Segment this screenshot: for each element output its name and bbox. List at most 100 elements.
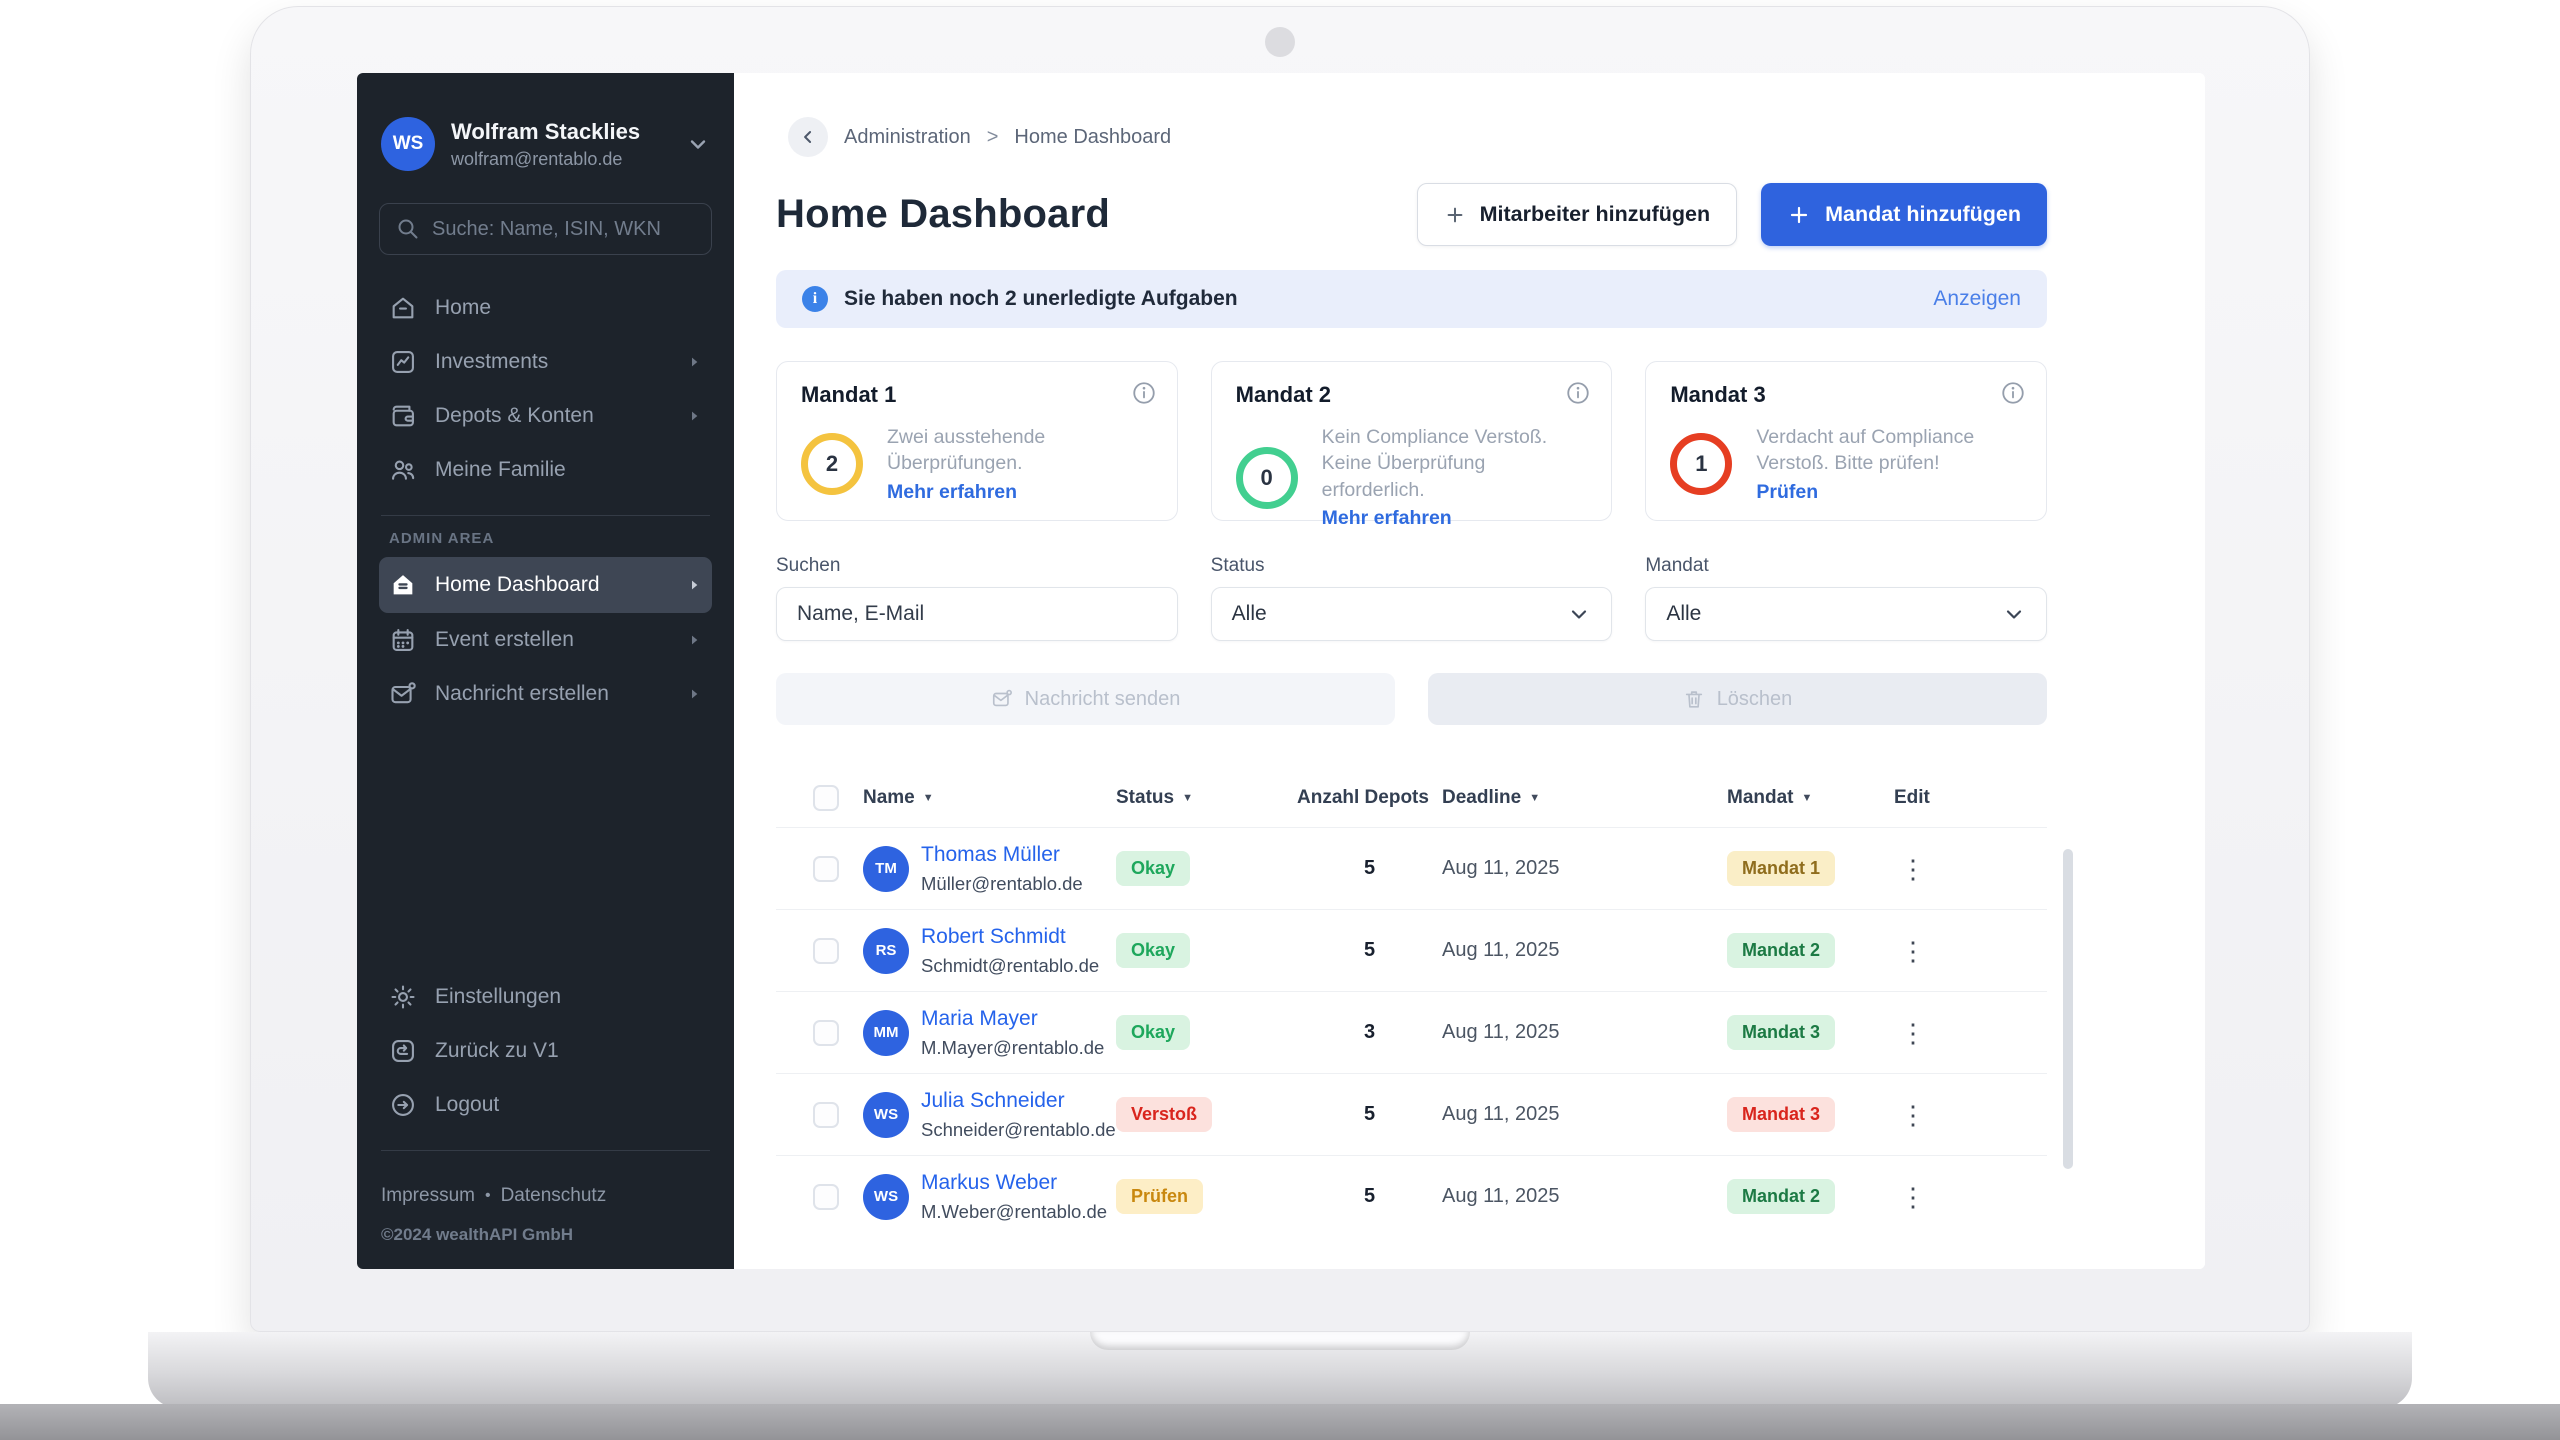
row-checkbox[interactable] <box>813 937 839 964</box>
sidebar-item-einstellungen[interactable]: Einstellungen <box>379 970 712 1024</box>
main-content: Administration > Home Dashboard Home Das… <box>734 73 2205 1269</box>
table-scrollbar[interactable] <box>2063 849 2073 1169</box>
sidebar-item-event-erstellen[interactable]: Event erstellen <box>379 613 712 667</box>
mandate-cards: Mandat 1 2 Zwei ausstehende Überprüfunge… <box>776 361 2048 529</box>
depots-count: 5 <box>1363 939 1376 961</box>
user-name-link[interactable]: Markus Weber <box>921 1170 1058 1194</box>
banner-show-link[interactable]: Anzeigen <box>1933 287 2021 310</box>
column-header-deadline[interactable]: Deadline ▼ <box>1442 787 1541 808</box>
name-cell: TM Thomas Müller Müller@rentablo.de <box>863 842 1116 895</box>
filter-label: Suchen <box>776 555 841 576</box>
delete-button[interactable]: Löschen <box>1428 673 2047 725</box>
count-ring: 0 <box>1235 446 1298 509</box>
user-search-input[interactable] <box>797 602 1157 626</box>
chevron-down-icon[interactable] <box>686 132 710 156</box>
undo-icon <box>389 1037 417 1065</box>
info-outline-icon[interactable] <box>1565 380 1591 406</box>
user-name-link[interactable]: Robert Schmidt <box>921 924 1066 948</box>
sidebar-footer-divider <box>381 1150 710 1151</box>
breadcrumb-item-administration[interactable]: Administration <box>844 125 971 148</box>
info-outline-icon[interactable] <box>1131 380 1157 406</box>
row-menu-icon[interactable]: ⋮ <box>1900 1181 1926 1212</box>
table-row: WS Julia Schneider Schneider@rentablo.de… <box>776 1073 2047 1155</box>
info-icon: i <box>802 286 828 312</box>
depots-count: 3 <box>1363 1021 1376 1043</box>
search-input[interactable] <box>432 217 695 241</box>
add-employee-button[interactable]: Mitarbeiter hinzufügen <box>1416 183 1738 246</box>
sidebar-item-label: Meine Familie <box>435 458 566 481</box>
row-menu-icon[interactable]: ⋮ <box>1900 1017 1926 1048</box>
sort-arrow-icon: ▼ <box>1529 792 1541 804</box>
info-outline-icon[interactable] <box>2000 380 2026 406</box>
row-checkbox[interactable] <box>813 1019 839 1046</box>
user-menu[interactable]: WS Wolfram Stacklies wolfram@rentablo.de <box>379 117 712 171</box>
app-screen: WS Wolfram Stacklies wolfram@rentablo.de <box>357 73 2205 1269</box>
back-button[interactable] <box>788 117 828 157</box>
select-all-checkbox[interactable] <box>813 785 839 811</box>
card-link[interactable]: Mehr erfahren <box>887 480 1018 503</box>
sidebar-item-home[interactable]: Home <box>379 281 712 335</box>
row-menu-icon[interactable]: ⋮ <box>1900 1099 1926 1130</box>
status-select-value: Alle <box>1231 602 1267 625</box>
sort-arrow-icon: ▼ <box>1801 792 1813 804</box>
sidebar-item-label: Investments <box>435 350 549 373</box>
user-name-link[interactable]: Thomas Müller <box>921 842 1060 866</box>
status-badge: Okay <box>1116 933 1191 968</box>
user-email: Schmidt@rentablo.de <box>921 955 1100 977</box>
avatar: WS <box>863 1091 909 1138</box>
deadline: Aug 11, 2025 <box>1442 857 1560 879</box>
mandat-select[interactable]: Alle <box>1645 587 2048 641</box>
sidebar-item-label: Logout <box>435 1093 500 1116</box>
people-icon <box>389 456 417 484</box>
bullet-separator: • <box>484 1187 491 1204</box>
avatar: RS <box>863 927 909 974</box>
table-row: MM Maria Mayer M.Mayer@rentablo.de Okay … <box>776 991 2047 1073</box>
user-name: Wolfram Stacklies <box>451 119 641 145</box>
sidebar-search[interactable] <box>379 203 712 255</box>
column-header-name[interactable]: Name ▼ <box>863 787 934 808</box>
card-link[interactable]: Mehr erfahren <box>1321 506 1452 529</box>
send-message-label: Nachricht senden <box>1024 687 1181 710</box>
card-mandat-3: Mandat 3 1 Verdacht auf Compliance Verst… <box>1645 361 2048 521</box>
send-message-button[interactable]: Nachricht senden <box>776 673 1395 725</box>
search-field[interactable] <box>776 587 1178 641</box>
row-checkbox[interactable] <box>813 855 839 882</box>
status-select[interactable]: Alle <box>1210 587 1613 641</box>
impressum-link[interactable]: Impressum <box>381 1185 475 1206</box>
sidebar-item-zurueck-v1[interactable]: Zurück zu V1 <box>379 1024 712 1078</box>
sidebar-item-meine-familie[interactable]: Meine Familie <box>379 443 712 497</box>
filter-search: Suchen <box>776 555 1178 641</box>
sidebar-item-depots-konten[interactable]: Depots & Konten <box>379 389 712 443</box>
sidebar-nav: Home Investments Depots & Konten <box>379 281 712 721</box>
user-name-link[interactable]: Julia Schneider <box>921 1088 1065 1112</box>
search-icon <box>396 217 420 241</box>
sidebar-item-label: Home <box>435 296 492 319</box>
row-menu-icon[interactable]: ⋮ <box>1900 853 1926 884</box>
card-link[interactable]: Prüfen <box>1756 480 1819 503</box>
add-employee-label: Mitarbeiter hinzufügen <box>1479 202 1711 226</box>
sidebar-item-investments[interactable]: Investments <box>379 335 712 389</box>
sidebar-item-nachricht-erstellen[interactable]: Nachricht erstellen <box>379 667 712 721</box>
user-name-link[interactable]: Maria Mayer <box>921 1006 1038 1030</box>
status-badge: Prüfen <box>1116 1179 1204 1214</box>
filter-row: Suchen Status Alle Mandat <box>776 555 2048 641</box>
sidebar-item-logout[interactable]: Logout <box>379 1078 712 1132</box>
row-checkbox[interactable] <box>813 1183 839 1210</box>
column-header-status[interactable]: Status ▼ <box>1116 787 1193 808</box>
mandat-badge: Mandat 2 <box>1727 933 1836 968</box>
envelope-plus-icon <box>389 680 417 708</box>
name-cell: WS Markus Weber M.Weber@rentablo.de <box>863 1170 1116 1223</box>
card-title: Mandat 3 <box>1670 382 1766 407</box>
title-row: Home Dashboard Mitarbeiter hinzufügen Ma… <box>776 183 2047 246</box>
row-menu-icon[interactable]: ⋮ <box>1900 935 1926 966</box>
card-body: 2 Zwei ausstehende Überprüfungen. Mehr e… <box>801 424 1153 505</box>
datenschutz-link[interactable]: Datenschutz <box>500 1185 607 1206</box>
column-header-edit: Edit <box>1894 787 1930 808</box>
submenu-arrow-icon <box>686 577 702 593</box>
sidebar-item-home-dashboard[interactable]: Home Dashboard <box>379 557 712 613</box>
chevron-down-icon <box>2002 602 2026 626</box>
sidebar-footer-links: Impressum • Datenschutz <box>381 1185 710 1207</box>
add-mandate-button[interactable]: Mandat hinzufügen <box>1761 183 2047 246</box>
row-checkbox[interactable] <box>813 1101 839 1128</box>
column-header-mandat[interactable]: Mandat ▼ <box>1727 787 1813 808</box>
